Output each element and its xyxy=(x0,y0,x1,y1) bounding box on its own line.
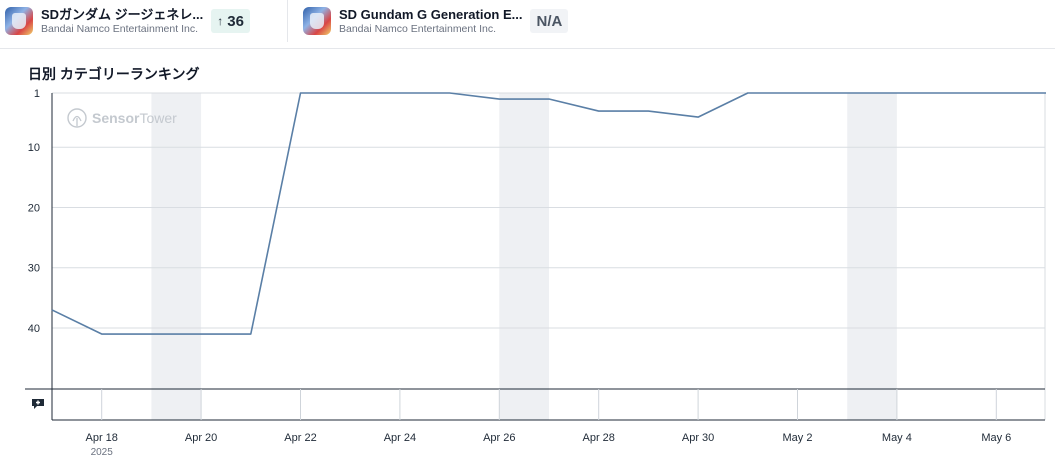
x-tick-label: Apr 18 xyxy=(85,432,117,444)
sd-gundam-app-icon xyxy=(5,7,33,35)
annotation-icon[interactable] xyxy=(31,398,45,410)
y-tick-label: 10 xyxy=(28,142,40,154)
rank-change-value: 36 xyxy=(227,12,244,30)
rank-change-value: N/A xyxy=(536,12,563,30)
arrow-up-icon: ↑ xyxy=(217,14,224,28)
x-tick-label: Apr 26 xyxy=(483,432,515,444)
weekend-band xyxy=(151,93,202,420)
chart-title: 日別 カテゴリーランキング xyxy=(28,66,200,82)
x-tick-label: May 4 xyxy=(882,432,912,444)
x-tick-label: May 6 xyxy=(981,432,1011,444)
rank-change-badge: ↑ 36 xyxy=(211,9,250,33)
x-tick-year-label: 2025 xyxy=(91,447,114,458)
sd-gundam-app-icon xyxy=(303,7,331,35)
watermark-brand-light: Tower xyxy=(139,110,177,126)
x-tick-label: Apr 20 xyxy=(185,432,217,444)
x-tick-label: Apr 28 xyxy=(582,432,614,444)
app-publisher: Bandai Namco Entertainment Inc. xyxy=(41,22,198,35)
weekend-band xyxy=(499,93,549,420)
y-tick-label: 40 xyxy=(28,323,40,335)
watermark-brand-bold: Sensor xyxy=(92,110,140,126)
weekend-band xyxy=(847,93,897,420)
app-card-1[interactable]: SDガンダム ジージェネレ... Bandai Namco Entertainm… xyxy=(5,3,250,39)
y-tick-label: 1 xyxy=(34,88,40,100)
sensor-tower-watermark: SensorTower xyxy=(67,108,177,128)
sensor-tower-logo-icon xyxy=(67,108,87,128)
app-publisher: Bandai Namco Entertainment Inc. xyxy=(339,22,496,35)
x-tick-label: Apr 24 xyxy=(384,432,416,444)
x-tick-label: Apr 22 xyxy=(284,432,316,444)
app-name: SD Gundam G Generation E... xyxy=(339,6,523,22)
app-card-2[interactable]: SD Gundam G Generation E... Bandai Namco… xyxy=(303,3,569,39)
rank-change-badge: N/A xyxy=(530,9,569,33)
header-divider xyxy=(287,0,288,42)
app-compare-header: SDガンダム ジージェネレ... Bandai Namco Entertainm… xyxy=(0,0,1055,49)
x-tick-label: May 2 xyxy=(783,432,813,444)
app-name: SDガンダム ジージェネレ... xyxy=(41,6,204,22)
y-tick-label: 20 xyxy=(28,202,40,214)
x-tick-label: Apr 30 xyxy=(682,432,714,444)
svg-text:SensorTower: SensorTower xyxy=(92,110,177,126)
y-tick-label: 30 xyxy=(28,263,40,275)
